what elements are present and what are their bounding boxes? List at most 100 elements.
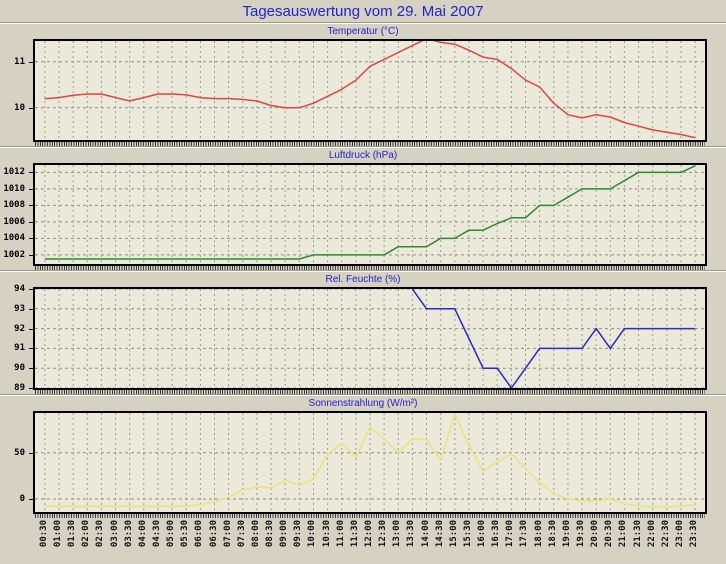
x-axis-label: 01:00 [53,520,64,548]
y-axis-tick [29,188,33,190]
x-axis-label: 02:30 [95,520,106,548]
chart-canvas-rel-feuchte [35,289,705,388]
chart-canvas-temperatur [35,41,705,140]
x-axis-label: 05:00 [166,520,177,548]
chart-section-radiation: Sonnenstrahlung (W/m²) 0 50 00:30 01:00 01:… [0,394,726,562]
y-axis-temperature: 10 11 [0,39,33,142]
y-axis-tick-label: 11 [14,56,25,67]
series-line-sonnenstrahlung [44,413,696,508]
x-axis-label: 22:30 [660,520,671,548]
x-axis-label: 20:30 [604,520,615,548]
x-axis-label: 13:30 [406,520,417,548]
x-axis-label: 18:00 [533,520,544,548]
x-axis-label: 20:00 [590,520,601,548]
x-axis-label: 08:00 [250,520,261,548]
y-axis-tick-label: 1008 [3,200,25,211]
x-axis-label: 16:30 [491,520,502,548]
x-axis-label: 21:30 [632,520,643,548]
chart-area-humidity: 89 90 91 92 93 94 [0,284,726,393]
x-axis-label: 23:00 [674,520,685,548]
x-axis-label: 00:30 [38,520,49,548]
y-axis-tick [29,368,33,370]
y-axis-tick-label: 91 [14,343,25,354]
x-axis-label: 13:00 [392,520,403,548]
y-axis-tick [29,388,33,389]
page-title: Tagesauswertung vom 29. Mai 2007 [242,3,484,20]
x-axis-label: 04:30 [151,520,162,548]
series-line-rel-feuchte [411,289,696,388]
x-axis-minor-ticks [35,142,705,146]
y-axis-tick [29,289,33,290]
chart-section-pressure: Luftdruck (hPa) 1002 1004 1006 1008 1010 1012 [0,146,726,270]
x-axis-label: 03:30 [123,520,134,548]
y-axis-tick [29,221,33,223]
series-line-temperatur [44,41,696,139]
y-axis-tick [29,308,33,310]
y-axis-tick-label: 50 [14,447,25,458]
chart-area-pressure: 1002 1004 1006 1008 1010 1012 [0,163,726,266]
x-axis-label: 22:00 [646,520,657,548]
y-axis-tick [29,205,33,207]
y-axis-tick-label: 93 [14,303,25,314]
x-axis-label: 01:30 [67,520,78,548]
x-axis-label: 10:00 [307,520,318,548]
y-axis-tick-label: 1006 [3,216,25,227]
x-axis-labels: 00:30 01:00 01:30 02:00 02:30 03:00 03:30 04:00… [0,520,726,562]
x-axis-label: 05:30 [180,520,191,548]
section-divider [0,22,726,24]
chart-title-temperature: Temperatur (°C) [327,26,399,37]
x-axis-label: 23:30 [689,520,700,548]
y-axis-tick [29,172,33,174]
x-axis-label: 19:00 [561,520,572,548]
chart-canvas-luftdruck [35,165,705,264]
y-axis-tick-label: 1004 [3,233,25,244]
x-axis-label: 18:30 [547,520,558,548]
y-axis-tick [29,499,33,501]
x-axis-label: 10:30 [321,520,332,548]
x-axis-label: 11:00 [335,520,346,548]
x-axis-label: 15:30 [462,520,473,548]
y-axis-tick [29,348,33,350]
x-axis-label: 17:00 [505,520,516,548]
x-axis-minor-ticks [35,266,705,270]
section-divider [0,146,726,148]
x-axis-label: 03:00 [109,520,120,548]
chart-title-humidity: Rel. Feuchte (%) [325,274,401,285]
x-axis-minor-ticks [35,390,705,394]
y-axis-tick [29,61,33,63]
y-axis-tick-label: 89 [14,383,25,393]
x-axis-label: 08:30 [265,520,276,548]
y-axis-tick-label: 94 [14,284,25,294]
y-axis-tick-label: 0 [19,494,25,505]
x-axis-label: 07:00 [222,520,233,548]
chart-canvas-sonnenstrahlung [35,413,705,512]
x-axis-label: 19:30 [576,520,587,548]
x-axis-label: 17:30 [519,520,530,548]
section-divider [0,270,726,272]
chart-title-radiation: Sonnenstrahlung (W/m²) [308,398,418,409]
chart-title-pressure: Luftdruck (hPa) [328,150,398,161]
chart-section-temperature: Temperatur (°C) 10 11 [0,22,726,146]
chart-section-humidity: Rel. Feuchte (%) 89 90 91 92 93 94 [0,270,726,394]
y-axis-pressure: 1002 1004 1006 1008 1010 1012 [0,163,33,266]
x-axis-label: 12:30 [378,520,389,548]
x-axis-label: 14:30 [434,520,445,548]
y-axis-tick [29,238,33,240]
x-axis-label: 06:30 [208,520,219,548]
y-axis-tick-label: 10 [14,102,25,113]
x-axis-label: 21:00 [618,520,629,548]
x-axis-label: 06:00 [194,520,205,548]
x-axis-label: 09:00 [279,520,290,548]
y-axis-tick-label: 92 [14,323,25,334]
chart-area-radiation: 0 50 [0,411,726,514]
plot-humidity [33,287,707,390]
y-axis-tick [29,328,33,330]
plot-pressure [33,163,707,266]
x-axis-label: 16:00 [477,520,488,548]
y-axis-tick [29,254,33,256]
x-axis-label: 09:30 [293,520,304,548]
y-axis-radiation: 0 50 [0,411,33,514]
y-axis-tick-label: 1010 [3,183,25,194]
y-axis-tick [29,452,33,454]
plot-radiation [33,411,707,514]
